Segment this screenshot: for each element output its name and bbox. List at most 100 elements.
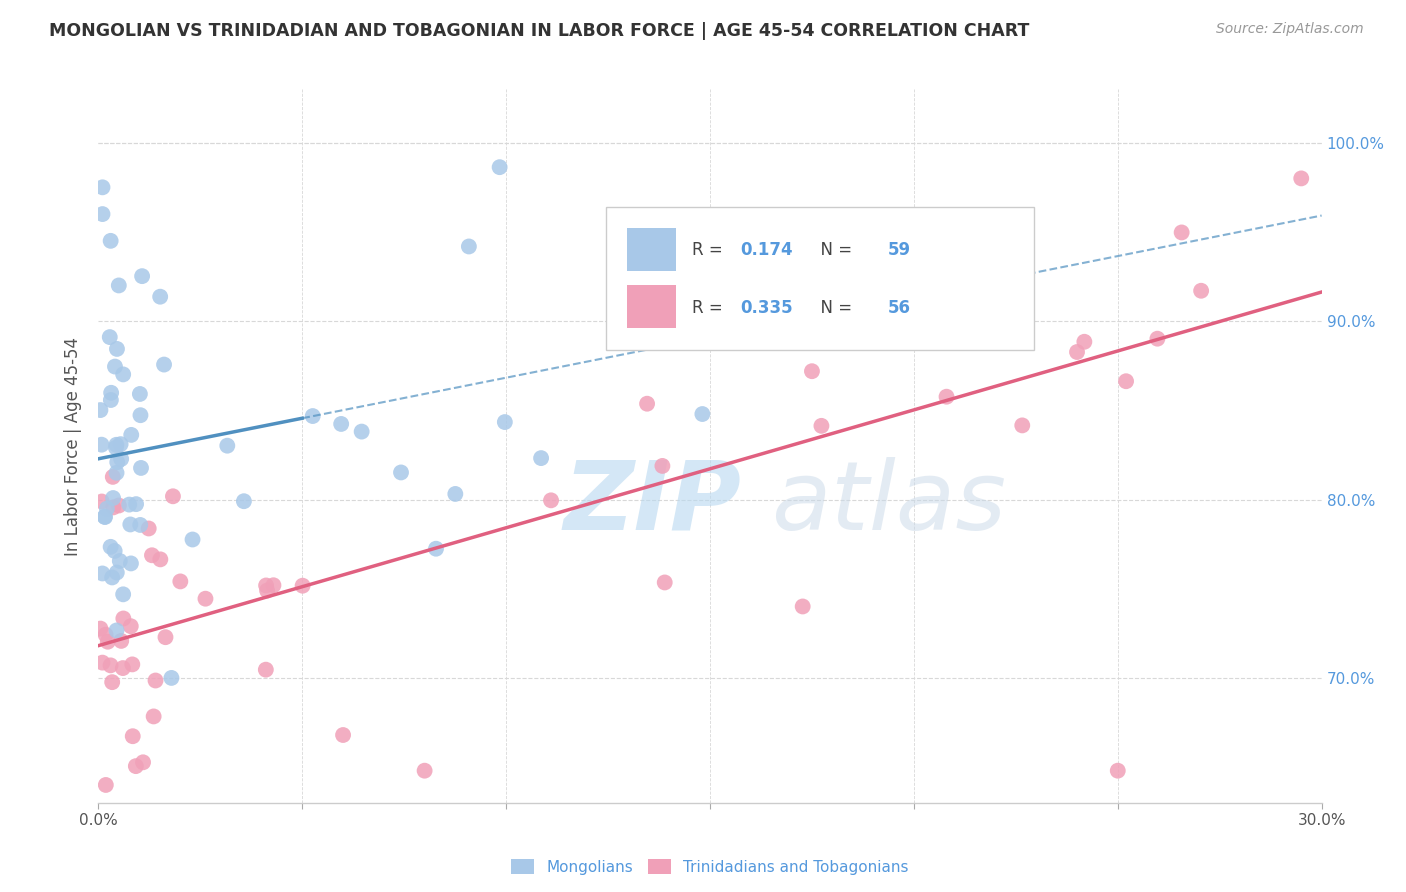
Point [91, 207, 114, 221]
Point [149, 290, 172, 304]
Point [101, 675, 124, 690]
Point [142, 709, 165, 723]
Point [457, 239, 479, 253]
Text: N =: N = [810, 241, 858, 259]
Point [91, 566, 114, 581]
Point [89, 403, 111, 417]
Text: Source: ZipAtlas.com: Source: ZipAtlas.com [1216, 22, 1364, 37]
Point [96, 501, 118, 516]
Point [1011, 418, 1033, 433]
Point [692, 407, 714, 421]
Point [254, 578, 277, 592]
Point [120, 517, 142, 532]
Point [100, 234, 122, 248]
Point [1115, 374, 1137, 388]
Point [800, 364, 823, 378]
Point [194, 591, 217, 606]
Point [160, 671, 183, 685]
Text: ZIP: ZIP [564, 457, 741, 549]
Point [301, 409, 323, 423]
Point [101, 570, 124, 584]
Point [101, 470, 124, 484]
Point [120, 619, 142, 633]
Text: N =: N = [810, 300, 858, 318]
Point [108, 554, 131, 568]
Point [217, 439, 239, 453]
Point [232, 494, 254, 508]
Point [97, 634, 120, 648]
Point [90, 494, 112, 508]
Text: 59: 59 [887, 241, 911, 259]
Point [100, 540, 122, 554]
Point [104, 359, 127, 374]
Point [633, 237, 655, 252]
Point [104, 544, 127, 558]
Point [1170, 226, 1192, 240]
Point [105, 466, 128, 480]
Point [105, 438, 128, 452]
Point [350, 425, 373, 439]
Point [138, 521, 160, 535]
Point [100, 658, 122, 673]
Point [149, 552, 172, 566]
Point [153, 358, 176, 372]
Point [262, 578, 284, 592]
Text: MONGOLIAN VS TRINIDADIAN AND TOBAGONIAN IN LABOR FORCE | AGE 45-54 CORRELATION C: MONGOLIAN VS TRINIDADIAN AND TOBAGONIAN … [49, 22, 1029, 40]
Point [155, 630, 177, 644]
Text: atlas: atlas [772, 457, 1007, 549]
Point [120, 557, 142, 571]
Point [444, 487, 467, 501]
Point [94, 510, 117, 524]
Point [1066, 345, 1088, 359]
Point [89, 622, 111, 636]
Point [125, 497, 148, 511]
Y-axis label: In Labor Force | Age 45-54: In Labor Force | Age 45-54 [65, 336, 83, 556]
Point [607, 238, 630, 252]
Point [129, 408, 152, 422]
Point [997, 307, 1019, 321]
Point [112, 368, 135, 382]
Point [254, 663, 277, 677]
Point [105, 624, 128, 638]
Point [110, 437, 132, 451]
Point [90, 438, 112, 452]
Point [488, 160, 510, 174]
Point [389, 466, 412, 480]
Text: R =: R = [692, 241, 728, 259]
Point [105, 566, 128, 580]
Point [93, 509, 115, 524]
Point [112, 587, 135, 601]
Point [540, 493, 562, 508]
Point [169, 574, 191, 589]
Point [105, 342, 128, 356]
Point [112, 611, 135, 625]
Point [810, 418, 832, 433]
Point [1146, 332, 1168, 346]
Point [111, 661, 134, 675]
Point [787, 235, 810, 250]
Point [103, 500, 125, 515]
Text: 0.174: 0.174 [741, 241, 793, 259]
Point [145, 673, 167, 688]
Point [121, 729, 143, 743]
Text: 0.335: 0.335 [741, 300, 793, 318]
Point [131, 269, 153, 284]
Point [118, 498, 141, 512]
Point [128, 387, 150, 401]
Bar [627, 228, 676, 271]
Point [94, 628, 117, 642]
Point [1073, 334, 1095, 349]
Point [132, 756, 155, 770]
Point [94, 778, 117, 792]
FancyBboxPatch shape [606, 207, 1035, 350]
Point [792, 599, 814, 614]
Point [494, 415, 516, 429]
Text: 56: 56 [887, 300, 911, 318]
Point [1291, 171, 1313, 186]
Text: R =: R = [692, 300, 728, 318]
Point [108, 278, 131, 293]
Point [110, 634, 132, 648]
Point [104, 441, 127, 455]
Point [530, 451, 553, 466]
Point [129, 518, 152, 533]
